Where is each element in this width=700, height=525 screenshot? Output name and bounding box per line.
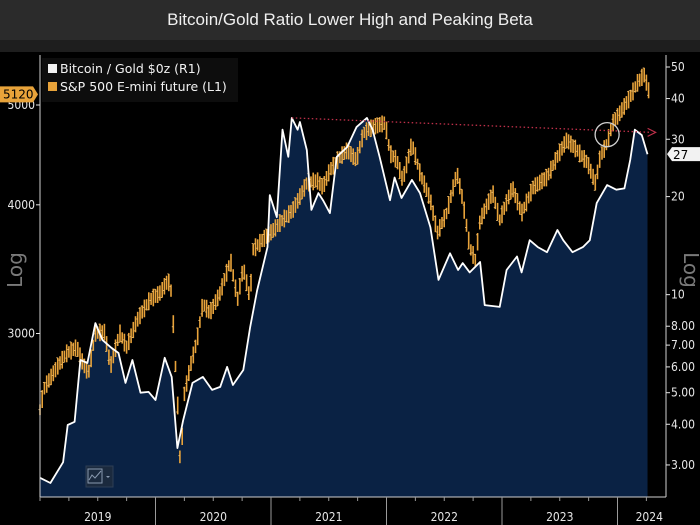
btc-gold-last-value-tag	[667, 147, 700, 162]
x-tick-label: 2024	[636, 510, 664, 524]
title-bar: Bitcoin/Gold Ratio Lower High and Peakin…	[0, 0, 700, 40]
x-tick-label: 2019	[84, 510, 112, 524]
x-tick-label: 2022	[431, 510, 458, 524]
right-tick-label: 30	[671, 132, 685, 146]
x-tick-label: 2021	[315, 510, 342, 524]
right-tick-label: 50	[671, 60, 685, 74]
btc-gold-last-value: 27	[673, 148, 688, 162]
chevron-down-icon	[106, 476, 110, 478]
x-tick-label: 2023	[546, 510, 573, 524]
right-tick-label: 10	[671, 288, 685, 302]
right-tick-label: 3.00	[671, 458, 695, 472]
right-tick-label: 20	[671, 190, 685, 204]
left-tick-label: 4000	[8, 198, 36, 212]
line-chart-icon	[87, 468, 103, 484]
line-chart-icon-glyph	[88, 470, 102, 481]
right-tick-label: 8.00	[671, 319, 695, 333]
legend-swatch-sp500	[48, 82, 57, 91]
right-axis-label: Log	[679, 252, 700, 288]
sp500-bars	[38, 67, 650, 464]
right-tick-label: 7.00	[671, 338, 695, 352]
highlight-circle	[594, 121, 620, 148]
chart-type-button[interactable]	[85, 465, 114, 488]
legend: Bitcoin / Gold $0z (R1) S&P 500 E-mini f…	[42, 58, 238, 102]
left-axis-label: Log	[3, 252, 27, 288]
sp500-last-value-tag	[0, 86, 38, 103]
legend-swatch-btc-gold	[48, 64, 57, 73]
legend-label-btc-gold: Bitcoin / Gold $0z (R1)	[60, 61, 201, 76]
resistance-trendline	[291, 117, 652, 134]
legend-label-sp500: S&P 500 E-mini future (L1)	[60, 79, 227, 94]
btc-gold-line	[39, 117, 649, 484]
chart-title: Bitcoin/Gold Ratio Lower High and Peakin…	[167, 10, 533, 29]
right-tick-label: 40	[671, 92, 685, 106]
sp500-last-value: 5120	[3, 87, 34, 101]
right-tick-label: 5.00	[671, 386, 695, 400]
btc-gold-area-fill	[40, 117, 648, 498]
x-tick-label: 2020	[200, 510, 228, 524]
right-tick-label: 4.00	[671, 417, 695, 431]
right-tick-label: 6.00	[671, 360, 695, 374]
trendline-arrow-icon	[647, 127, 657, 137]
legend-box	[42, 58, 238, 102]
left-tick-label: 3000	[8, 327, 36, 341]
header-divider	[0, 40, 700, 52]
